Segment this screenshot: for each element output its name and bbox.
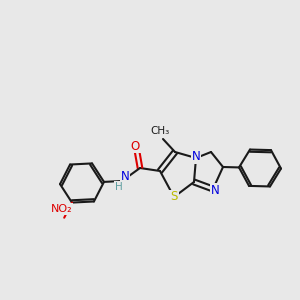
Text: CH₃: CH₃ xyxy=(150,126,170,136)
Text: N: N xyxy=(211,184,219,196)
Text: H: H xyxy=(115,182,123,192)
Text: N: N xyxy=(121,170,129,184)
Text: S: S xyxy=(170,190,178,203)
Text: NO₂: NO₂ xyxy=(50,204,72,214)
Text: N: N xyxy=(192,151,200,164)
Text: O: O xyxy=(130,140,140,152)
